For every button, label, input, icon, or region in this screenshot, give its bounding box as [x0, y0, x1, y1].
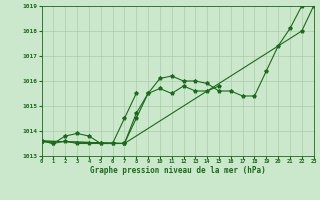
X-axis label: Graphe pression niveau de la mer (hPa): Graphe pression niveau de la mer (hPa) — [90, 166, 266, 175]
